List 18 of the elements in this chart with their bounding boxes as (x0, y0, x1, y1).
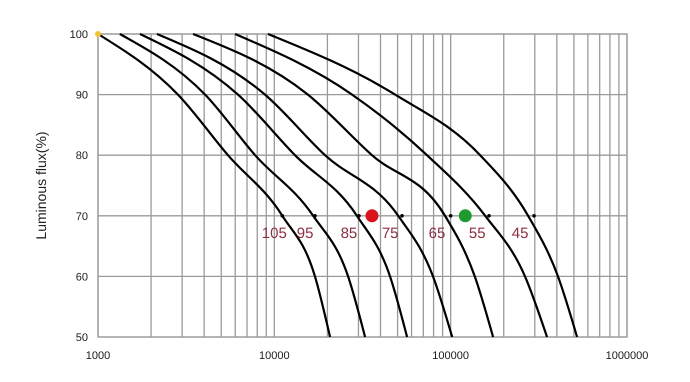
y-tick-label: 50 (76, 332, 88, 344)
series-label: 65 (428, 224, 446, 242)
series-label: 95 (296, 224, 314, 242)
x-tick-label: 1000000 (606, 350, 648, 362)
series-label: 55 (468, 224, 486, 242)
y-tick-label: 100 (70, 29, 88, 41)
y-axis-title: Luminous flux(%) (33, 131, 49, 240)
series-label: 85 (340, 224, 358, 242)
y-tick-label: 60 (76, 271, 88, 284)
x-tick-label: 100000 (432, 350, 470, 362)
series-label: 105 (262, 224, 287, 242)
series-label: 75 (382, 224, 399, 242)
y-tick-label: 90 (76, 90, 88, 102)
y-tick-label: 80 (76, 150, 88, 162)
y-tick-label: 70 (76, 210, 88, 223)
x-tick-label: 10000 (259, 350, 290, 362)
series-label: 45 (512, 224, 528, 242)
x-tick-label: 1000 (86, 350, 110, 362)
